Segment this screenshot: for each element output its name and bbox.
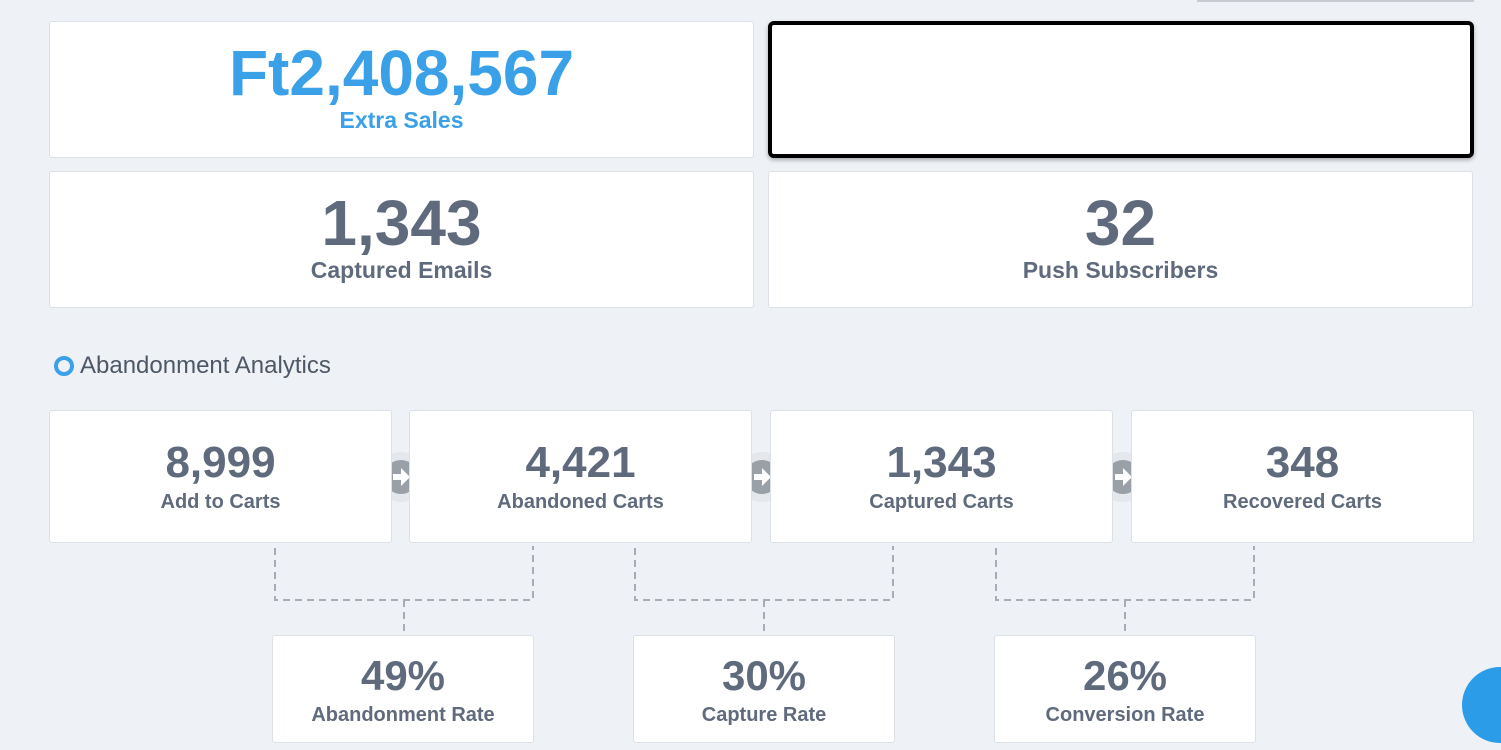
funnel-card: 4,421 Abandoned Carts — [409, 410, 752, 543]
stat-card: 1,343 Captured Emails — [49, 171, 754, 308]
funnel-label: Add to Carts — [160, 491, 281, 513]
funnel-label: Captured Carts — [869, 491, 1014, 513]
funnel-value: 1,343 — [886, 438, 997, 487]
stat-value: 32 — [1084, 187, 1157, 259]
funnel-card: 1,343 Captured Carts — [770, 410, 1113, 543]
connectors — [274, 536, 1255, 636]
rate-label: Capture Rate — [701, 704, 827, 726]
rate-card: 49% Abandonment Rate — [272, 635, 534, 743]
rate-value: 30% — [721, 652, 807, 699]
top-bar — [1197, 0, 1474, 2]
funnel-value: 4,421 — [525, 438, 636, 487]
rate-card: 26% Conversion Rate — [994, 635, 1256, 743]
rate-label: Conversion Rate — [1045, 704, 1205, 726]
rate-card: 30% Capture Rate — [633, 635, 895, 743]
funnel-label: Abandoned Carts — [497, 491, 664, 513]
section-title: Abandonment Analytics — [80, 352, 331, 379]
funnel-card: 348 Recovered Carts — [1131, 410, 1474, 543]
stat-value: Ft2,408,567 — [228, 37, 575, 109]
stat-card: Ft2,408,567 Extra Sales — [49, 21, 754, 158]
funnel-card: 8,999 Add to Carts — [49, 410, 392, 543]
stat-card: 32 Push Subscribers — [768, 171, 1473, 308]
chat-button[interactable] — [1462, 667, 1501, 743]
stat-label: Captured Emails — [310, 257, 493, 283]
stat-label: Push Subscribers — [1022, 257, 1219, 283]
stat-value: 1,343 — [321, 187, 482, 259]
rate-value: 26% — [1082, 652, 1168, 699]
section-icon — [54, 356, 74, 376]
funnel-label: Recovered Carts — [1223, 491, 1382, 513]
stat-label: Extra Sales — [339, 107, 464, 133]
rate-value: 49% — [360, 652, 446, 699]
rate-label: Abandonment Rate — [311, 704, 495, 726]
blank-panel — [768, 21, 1474, 158]
funnel-value: 8,999 — [165, 438, 276, 487]
funnel-value: 348 — [1265, 438, 1340, 487]
